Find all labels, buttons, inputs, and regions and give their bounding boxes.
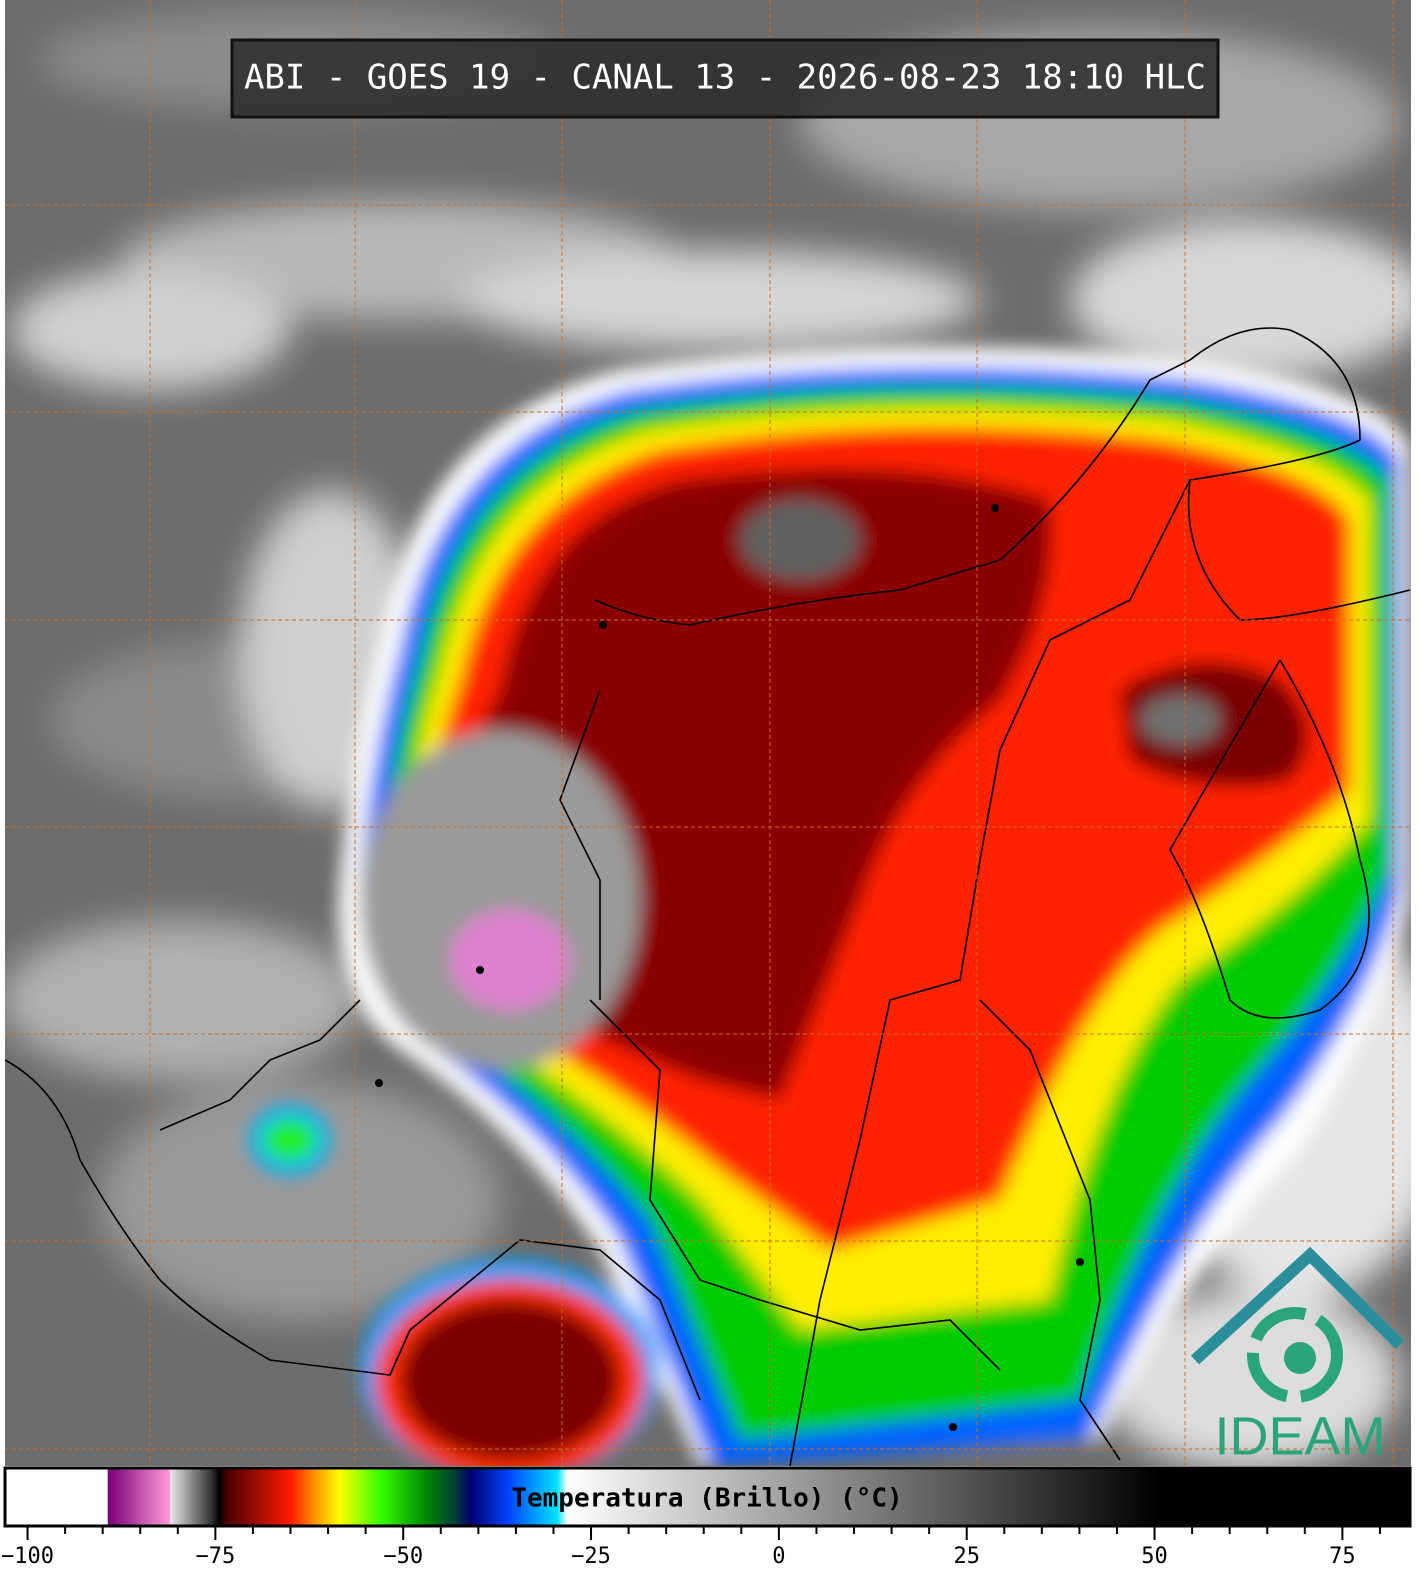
colorbar-segment bbox=[313, 1468, 340, 1526]
colorbar-segment bbox=[5, 1468, 108, 1526]
colorbar-frame bbox=[3, 1466, 1412, 1528]
lat-lon-grid bbox=[5, 0, 1411, 1466]
colorbar-segment bbox=[170, 1468, 213, 1526]
colorbar-segment bbox=[470, 1468, 509, 1526]
tick-label: 25 bbox=[953, 1544, 980, 1569]
colorbar-segment bbox=[557, 1468, 568, 1526]
colorbar-segment bbox=[169, 1468, 171, 1526]
colorbar-segment bbox=[508, 1468, 558, 1526]
colorbar-segment bbox=[455, 1468, 472, 1526]
political-borders bbox=[5, 327, 1411, 1466]
colorbar-segment bbox=[219, 1468, 228, 1526]
colorbar-label: Temperatura (Brillo) (°C) bbox=[511, 1484, 902, 1514]
satellite-map bbox=[5, 0, 1411, 1466]
title: ABI - GOES 19 - CANAL 13 - 2026-08-23 18… bbox=[244, 58, 1206, 98]
colorbar-segment bbox=[1157, 1468, 1411, 1526]
title-box bbox=[230, 38, 1220, 119]
colorbar-segment bbox=[211, 1468, 220, 1526]
tick-label: −25 bbox=[571, 1544, 611, 1569]
tick-label: −75 bbox=[195, 1544, 235, 1569]
colorbar-segment bbox=[425, 1468, 457, 1526]
tick-label: 0 bbox=[772, 1544, 785, 1569]
colorbar-segment bbox=[226, 1468, 292, 1526]
convective-cloud bbox=[250, 347, 1410, 1466]
colorbar-segment bbox=[380, 1468, 427, 1526]
colorbar bbox=[5, 1468, 1411, 1526]
tick-label: 50 bbox=[1141, 1544, 1168, 1569]
colorbar-segment bbox=[339, 1468, 382, 1526]
logo-text: IDEAM bbox=[1214, 1406, 1385, 1466]
colorbar-segment bbox=[107, 1468, 109, 1526]
tick-label: 75 bbox=[1329, 1544, 1356, 1569]
city-markers bbox=[375, 504, 1084, 1431]
ideam-logo bbox=[1190, 1246, 1405, 1403]
tick-label: −100 bbox=[1, 1544, 54, 1569]
colorbar-segment bbox=[107, 1468, 171, 1526]
colorbar-segment bbox=[290, 1468, 314, 1526]
colorbar-segment bbox=[567, 1468, 1159, 1526]
tick-label: −50 bbox=[383, 1544, 423, 1569]
